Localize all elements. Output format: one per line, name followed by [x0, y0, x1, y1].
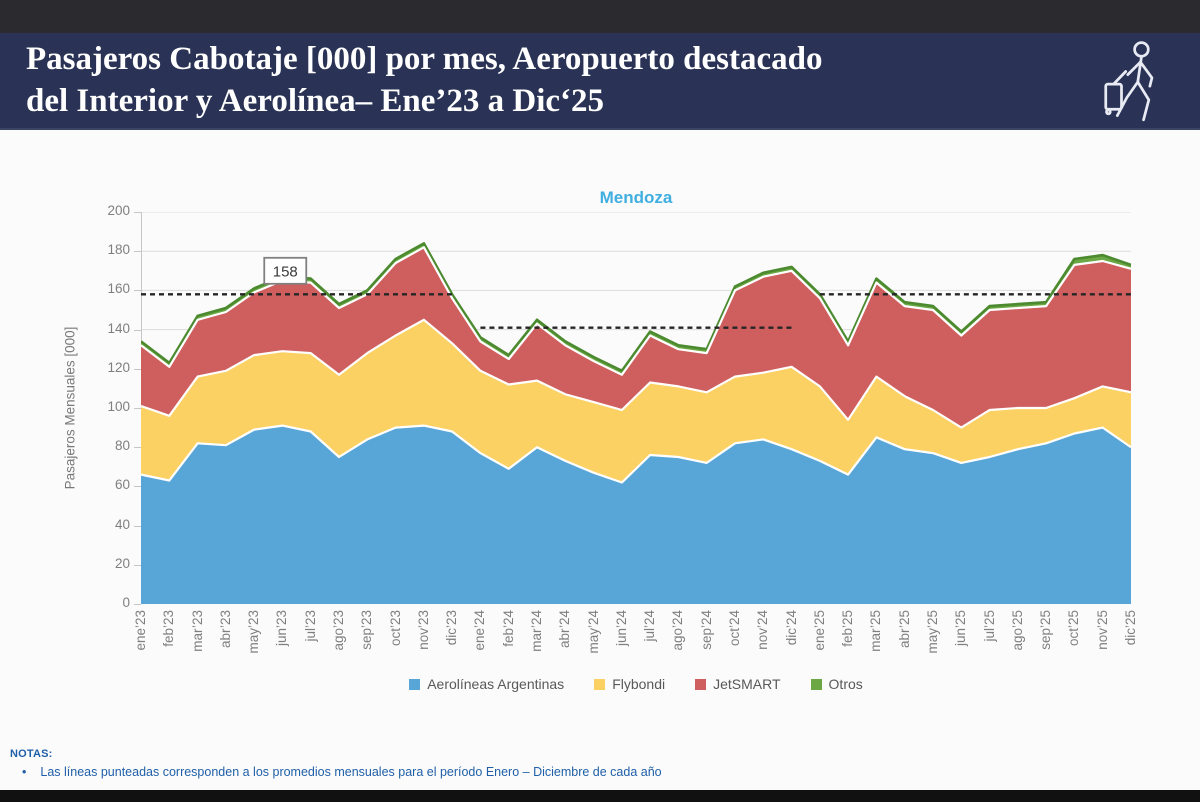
- x-tick-label: ago’23: [331, 610, 346, 651]
- y-tick-label: 140: [107, 320, 130, 336]
- header-banner: Pasajeros Cabotaje [000] por mes, Aeropu…: [0, 33, 1200, 130]
- y-tick-mark: [134, 486, 141, 488]
- area-edge-1: [141, 318, 1131, 429]
- y-tick-mark: [134, 368, 141, 370]
- page-title-line2: del Interior y Aerolínea– Ene’23 a Dic‘2…: [26, 83, 605, 119]
- x-tick-label: ago’25: [1009, 610, 1025, 651]
- x-tick-label: abr’24: [557, 610, 573, 649]
- legend-swatch-icon: [810, 678, 822, 690]
- x-tick-label: jul’23: [302, 610, 318, 642]
- x-tick-label: jun’25: [953, 610, 969, 647]
- legend-swatch-icon: [695, 678, 707, 690]
- bottom-black-bar: [0, 790, 1200, 802]
- x-tick-label: sep’23: [359, 610, 375, 650]
- legend-item: JetSMART: [695, 676, 781, 692]
- y-tick-mark: [134, 564, 141, 566]
- y-tick-mark: [134, 447, 141, 449]
- x-tick-label: jul’24: [642, 610, 658, 642]
- legend-swatch-icon: [594, 678, 606, 690]
- legend-item: Aerolíneas Argentinas: [409, 676, 564, 692]
- top-black-strip: [0, 0, 1200, 33]
- x-tick-label: may’24: [585, 610, 601, 654]
- x-tick-label: ene’25: [811, 610, 827, 651]
- y-tick-mark: [134, 525, 141, 527]
- x-tick-label: may’23: [246, 610, 262, 654]
- x-tick-label: ago’24: [670, 610, 686, 651]
- page-title: Pasajeros Cabotaje [000] por mes, Aeropu…: [26, 38, 822, 122]
- notes-section: NOTAS: • Las líneas punteadas correspond…: [10, 748, 662, 779]
- x-tick-label: jul’25: [981, 610, 997, 642]
- x-tick-label: feb’23: [161, 610, 177, 647]
- legend-label: Otros: [828, 676, 863, 692]
- y-tick-label: 200: [107, 203, 130, 218]
- x-tick-label: dic’24: [783, 610, 799, 646]
- x-tick-label: oct’23: [387, 610, 403, 647]
- y-tick-mark: [134, 408, 141, 409]
- y-tick-label: 40: [114, 516, 130, 532]
- page-title-line1: Pasajeros Cabotaje [000] por mes, Aeropu…: [26, 41, 823, 77]
- x-tick-label: abr’23: [217, 610, 233, 649]
- y-tick-mark: [134, 212, 141, 213]
- legend-item: Otros: [810, 676, 863, 692]
- y-tick-label: 80: [114, 438, 130, 454]
- stacked-area-chart: 158: [141, 212, 1131, 604]
- chart-slide-area: Mendoza Pasajeros Mensuales [000] 158 0 2…: [0, 130, 1200, 790]
- chart-title: Mendoza: [599, 188, 673, 207]
- x-tick-label: feb’24: [500, 610, 516, 647]
- y-tick-label: 20: [114, 555, 130, 571]
- x-tick-label: dic’25: [1123, 610, 1138, 646]
- legend-label: JetSMART: [713, 676, 781, 692]
- y-tick-label: 100: [107, 399, 130, 414]
- y-tick-label: 60: [114, 477, 130, 493]
- x-tick-label: sep’25: [1038, 610, 1054, 650]
- note-item: • Las líneas punteadas corresponden a lo…: [22, 765, 662, 779]
- x-tick-label: jun’23: [274, 610, 290, 647]
- x-tick-label: may’25: [925, 610, 940, 654]
- x-tick-label: nov’24: [755, 610, 771, 650]
- note-text: Las líneas punteadas corresponden a los …: [40, 765, 662, 779]
- x-tick-label: dic’23: [444, 610, 460, 646]
- x-tick-label: oct’24: [727, 610, 742, 647]
- bullet-icon: •: [22, 765, 27, 779]
- average-label-value: 158: [273, 263, 298, 280]
- y-tick-label: 0: [122, 595, 130, 610]
- x-tick-label: nov’25: [1094, 610, 1110, 650]
- x-tick-label: feb’25: [840, 610, 856, 647]
- y-axis-title: Pasajeros Mensuales [000]: [62, 326, 78, 490]
- area-edge-0: [141, 424, 1131, 484]
- x-tick-label: ene’23: [133, 610, 148, 651]
- y-tick-mark: [134, 604, 141, 605]
- legend-item: Flybondi: [594, 676, 665, 692]
- x-tick-label: mar’23: [189, 610, 205, 652]
- average-label-box: [263, 256, 308, 285]
- y-tick-mark: [134, 290, 141, 292]
- x-tick-label: mar’25: [868, 610, 884, 652]
- x-tick-label: ene’24: [472, 610, 488, 651]
- area-series-0: [141, 425, 1131, 604]
- y-tick-mark: [134, 251, 141, 253]
- x-tick-label: abr’25: [896, 610, 912, 649]
- x-tick-label: mar’24: [529, 610, 544, 652]
- x-tick-label: nov’23: [415, 610, 431, 650]
- y-tick-label: 180: [107, 242, 130, 258]
- notes-heading: NOTAS:: [10, 748, 53, 760]
- legend-swatch-icon: [409, 678, 421, 690]
- x-tick-label: jun’24: [613, 610, 629, 647]
- legend-label: Aerolíneas Argentinas: [427, 676, 565, 692]
- chart-legend: Aerolíneas Argentinas Flybondi JetSMART Otr…: [141, 676, 1131, 692]
- x-tick-label: oct’25: [1066, 610, 1082, 647]
- y-tick-label: 160: [107, 281, 130, 297]
- x-tick-label: sep’24: [698, 610, 714, 650]
- legend-label: Flybondi: [612, 676, 666, 692]
- traveler-with-suitcase-icon: [1104, 41, 1154, 122]
- y-tick-mark: [134, 329, 141, 331]
- y-tick-label: 120: [107, 359, 130, 375]
